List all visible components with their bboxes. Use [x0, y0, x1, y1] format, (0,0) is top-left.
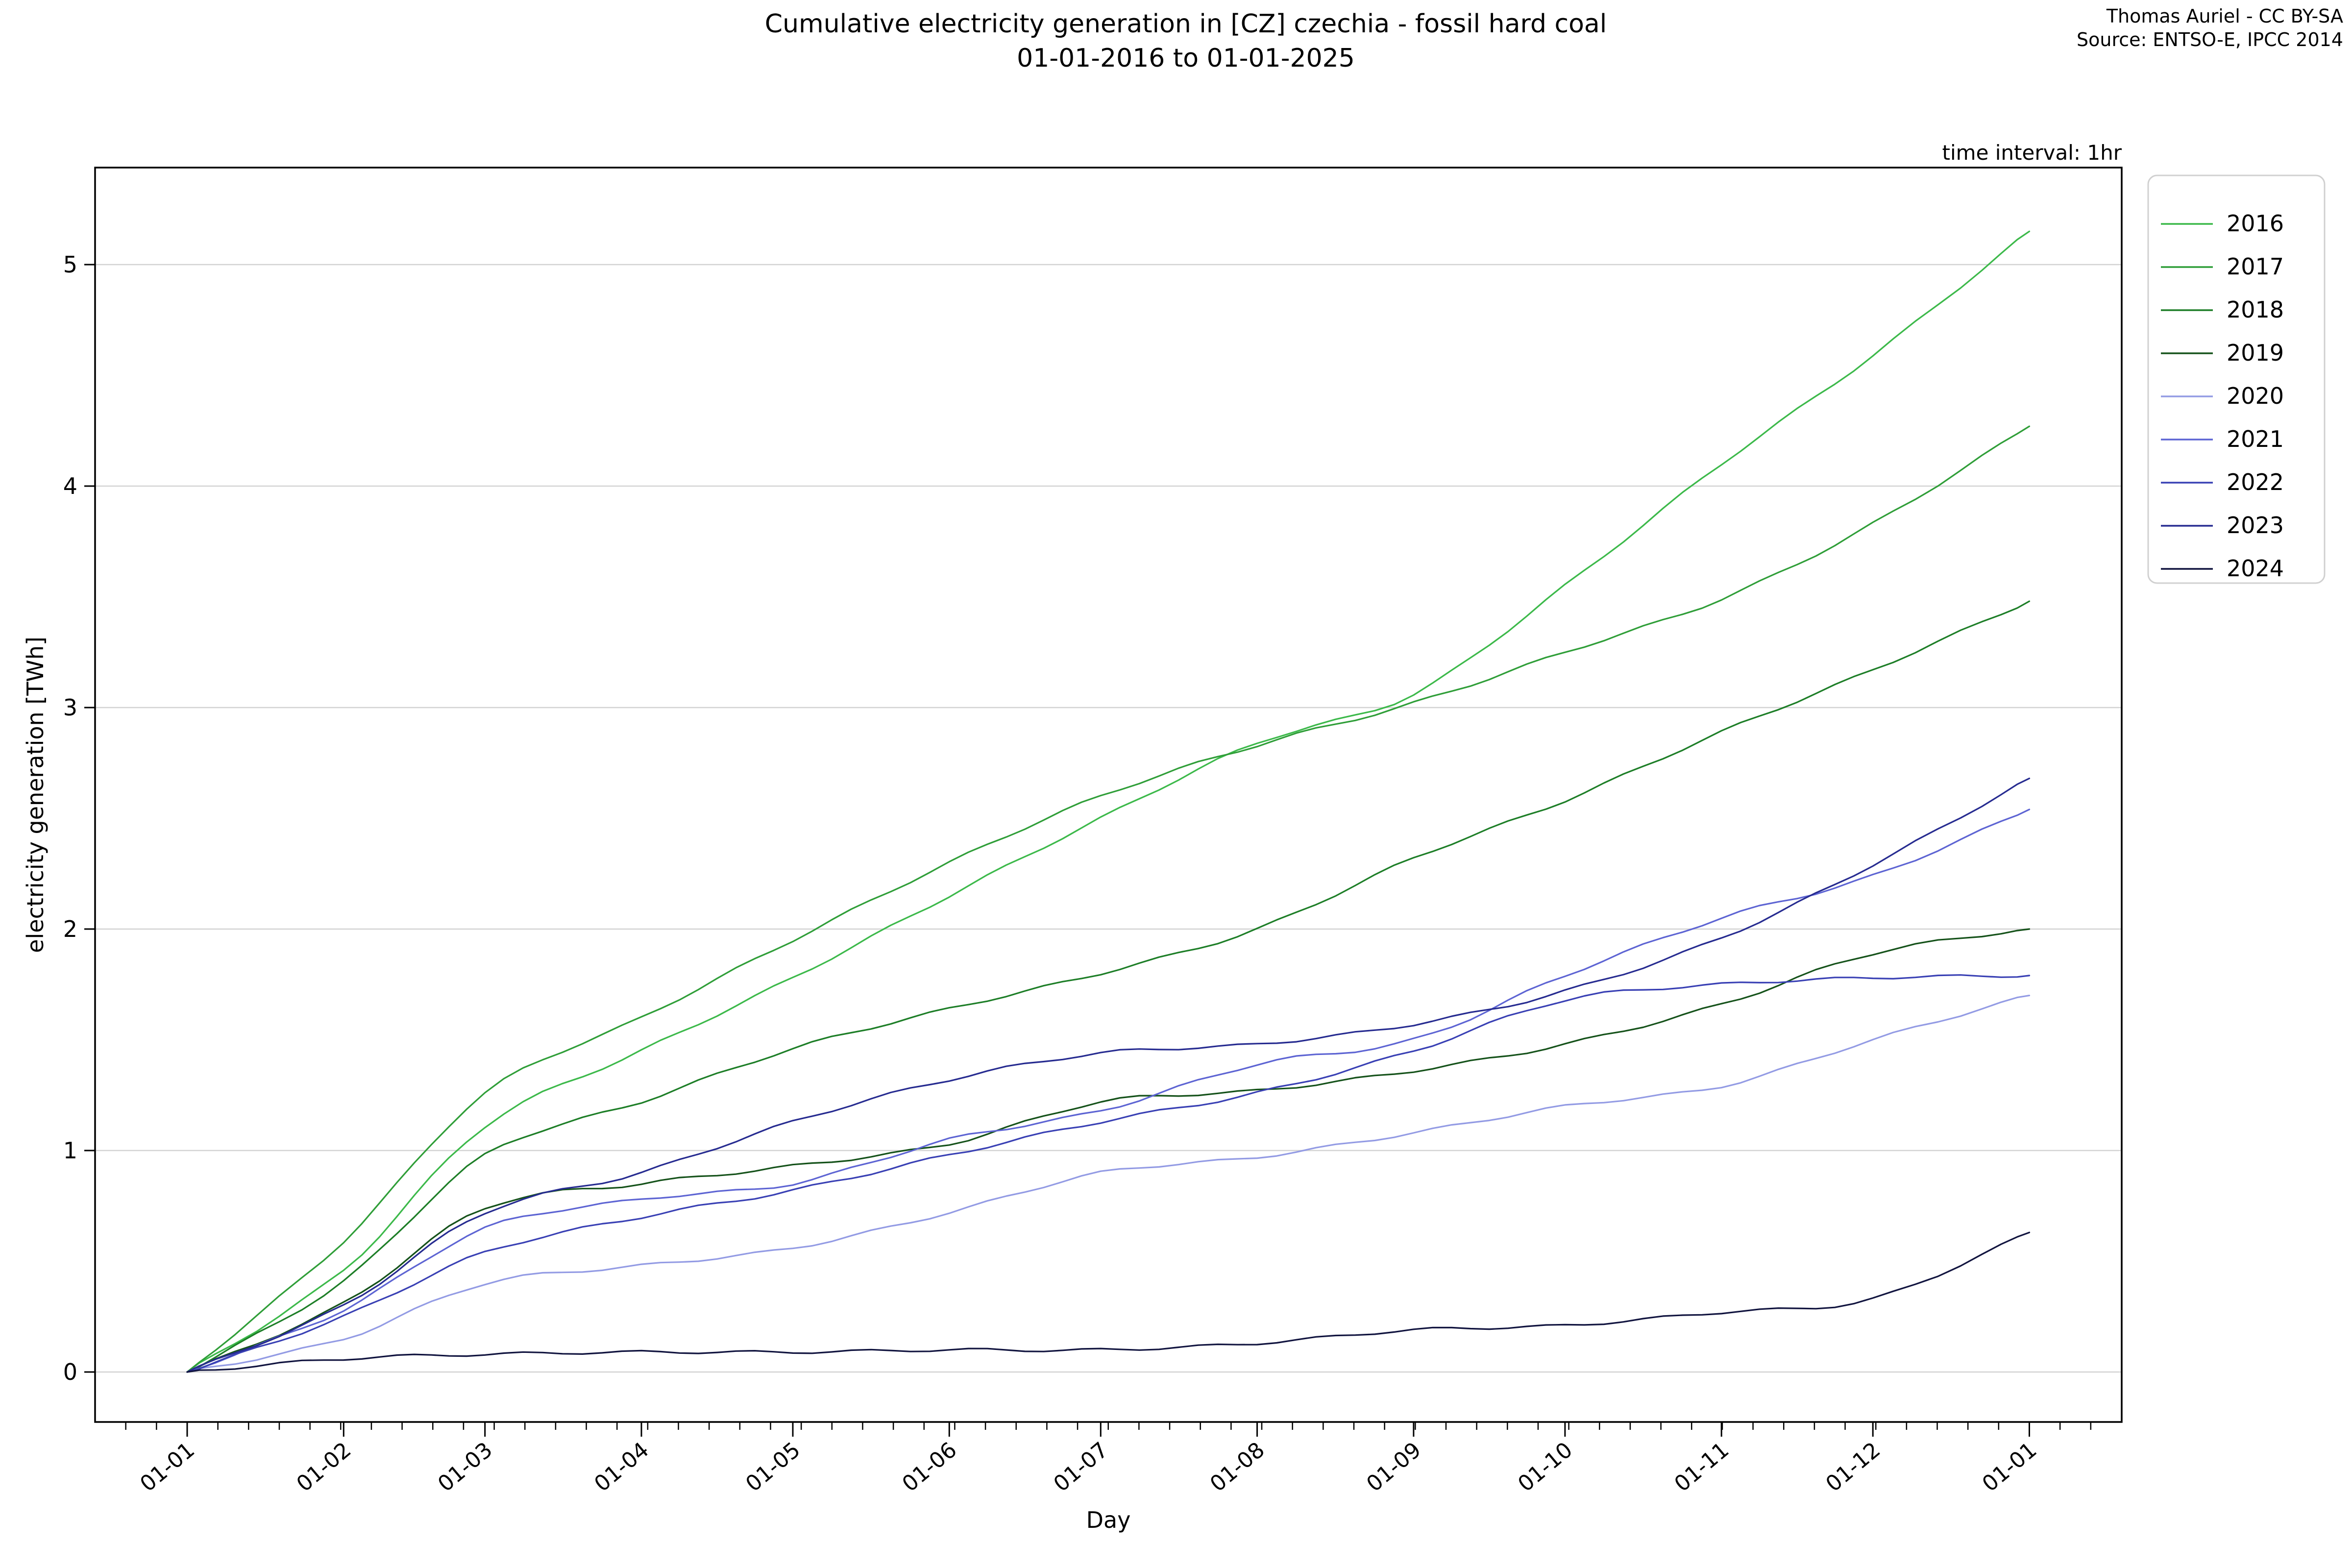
x-tick-label: 01-01	[1978, 1437, 2042, 1496]
time-interval-note: time interval: 1hr	[1942, 141, 2122, 165]
x-tick-label: 01-06	[898, 1437, 962, 1496]
x-tick-label: 01-04	[589, 1437, 654, 1496]
series-line-2024	[186, 1231, 2031, 1373]
x-tick-label: 01-03	[433, 1437, 497, 1496]
series-line-2020	[186, 995, 2031, 1373]
x-tick-label: 01-05	[741, 1437, 805, 1496]
series-line-2019	[186, 928, 2031, 1373]
legend-label-2024: 2024	[2227, 555, 2284, 582]
legend-layer: 2016 2017 2018 2019 2020 2021 2022 2023 2024	[2147, 174, 2326, 584]
axis-layer: 0 1 2 3 4 5 01-01 01-02 01-03 01-04 01-05 01-06 01-0…	[63, 167, 2123, 1497]
attribution-author: Thomas Auriel - CC BY-SA	[2106, 5, 2343, 27]
attribution-source: Source: ENTSO-E, IPCC 2014	[2077, 29, 2343, 50]
series-line-2017	[186, 425, 2031, 1373]
legend-label-2020: 2020	[2227, 383, 2284, 409]
y-tick-label: 0	[63, 1359, 77, 1385]
series-line-2018	[186, 600, 2031, 1373]
series-line-2022	[186, 974, 2031, 1373]
series-layer	[186, 230, 2031, 1373]
series-line-2023	[186, 778, 2031, 1373]
y-tick-label: 3	[63, 694, 77, 721]
x-tick-label: 01-07	[1049, 1437, 1113, 1496]
y-tick-label: 2	[63, 916, 77, 942]
x-tick-label: 01-02	[292, 1437, 356, 1496]
legend-label-2017: 2017	[2227, 253, 2284, 280]
legend-box	[2147, 174, 2326, 584]
x-tick-label: 01-12	[1821, 1437, 1886, 1496]
legend-label-2021: 2021	[2227, 426, 2284, 452]
chart-title-line2: 01-01-2016 to 01-01-2025	[1017, 44, 1355, 73]
y-axis-label: electricity generation [TWh]	[22, 637, 49, 953]
legend-label-2022: 2022	[2227, 469, 2284, 495]
x-tick-label: 01-10	[1513, 1437, 1577, 1496]
legend-label-2018: 2018	[2227, 296, 2284, 323]
y-tick-label: 4	[63, 473, 77, 499]
x-tick-label: 01-01	[135, 1437, 199, 1496]
x-tick-label: 01-09	[1362, 1437, 1426, 1496]
series-line-2021	[186, 808, 2031, 1373]
x-tick-label: 01-11	[1670, 1437, 1734, 1496]
x-tick-label: 01-08	[1205, 1437, 1270, 1496]
x-axis-label: Day	[1086, 1507, 1131, 1533]
y-tick-label: 5	[63, 251, 77, 278]
legend-label-2019: 2019	[2227, 340, 2284, 366]
grid-layer	[95, 264, 2122, 1373]
chart-title-line1: Cumulative electricity generation in [CZ…	[765, 9, 1607, 39]
series-line-2016	[186, 230, 2031, 1373]
legend-label-2016: 2016	[2227, 210, 2284, 237]
y-tick-label: 1	[63, 1137, 77, 1164]
plot-border	[94, 167, 2123, 1423]
legend-label-2023: 2023	[2227, 512, 2284, 539]
